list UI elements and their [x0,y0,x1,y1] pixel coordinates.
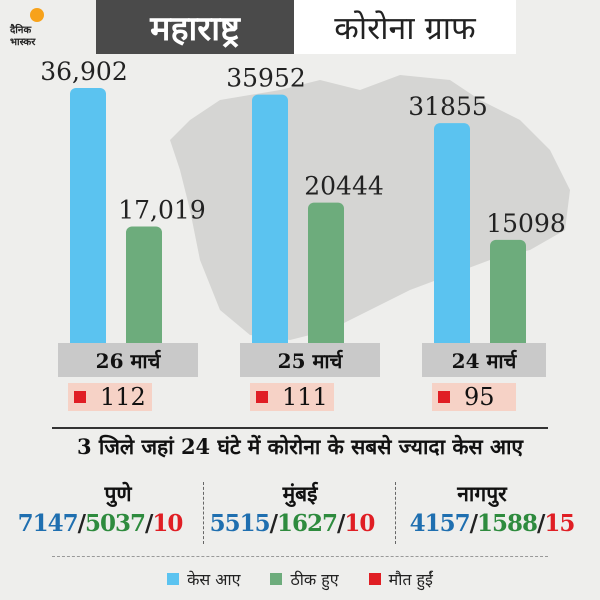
legend-label-cases: केस आए [187,570,241,589]
district-recovered-2: 1627 [276,510,338,537]
legend-label-recovered: ठीक हुए [290,570,339,589]
date-label-3: 24 मार्च [422,343,546,377]
legend-item-cases: केस आए [167,566,240,592]
bar-label-cases-1: 36,902 [40,57,127,86]
legend-swatch-recovered [270,573,283,585]
district-name-3: नागपुर [457,482,507,506]
bar-recovered-3 [490,239,526,351]
district-name-1: पुणे [104,482,132,506]
bar-recovered-1 [126,226,162,351]
stat-separator: / [145,510,153,537]
bar-label-cases-2: 35952 [226,64,306,93]
brand-logo: दैनिक भास्कर [10,8,50,50]
district-cases-1: 7147 [17,510,79,537]
bar-label-recovered-3: 15098 [486,209,566,238]
stat-separator: / [469,510,478,537]
sun-icon [30,8,44,22]
district-stats-3: 4157/1588/15 [392,510,592,537]
stat-separator: / [269,510,278,537]
legend-divider [52,556,548,557]
deaths-value-2: 111 [282,383,328,411]
date-label-2: 25 मार्च [240,343,380,377]
district-recovered-1: 5037 [84,510,146,537]
deaths-value-1: 112 [100,383,146,411]
stat-separator: / [337,510,345,537]
district-deaths-2: 10 [344,510,375,537]
legend-item-deaths: मौत हुईं [368,566,433,592]
district-stats-1: 7147/5037/10 [0,510,200,537]
stat-separator: / [537,510,545,537]
stat-separator: / [77,510,86,537]
death-square-icon [438,391,450,403]
bar-cases-2 [252,94,288,351]
death-square-icon [74,391,86,403]
bar-recovered-2 [308,202,344,351]
bar-label-cases-3: 31855 [408,92,488,121]
district-deaths-1: 10 [152,510,183,537]
district-deaths-3: 15 [544,510,575,537]
bar-cases-1 [70,88,106,351]
section-divider [52,427,548,429]
district-name-2: मुंबई [282,482,318,506]
legend: केस आए ठीक हुए मौत हुईं [0,566,600,592]
brand-line2: भास्कर [10,37,36,48]
bar-cases-3 [434,123,470,351]
header-title-state: महाराष्ट्र [96,0,294,54]
bar-label-recovered-2: 20444 [304,172,384,201]
deaths-box-2: 111 [250,383,334,411]
legend-swatch-cases [167,573,180,585]
districts-title: 3 जिले जहां 24 घंटे में कोरोना के सबसे ज… [76,434,524,459]
legend-swatch-deaths [368,573,381,585]
deaths-value-3: 95 [464,383,495,411]
brand-line1: दैनिक [10,25,32,36]
district-recovered-3: 1588 [476,510,538,537]
deaths-box-3: 95 [432,383,516,411]
column-divider [203,482,204,544]
legend-label-deaths: मौत हुईं [388,570,433,589]
legend-item-recovered: ठीक हुए [270,566,339,592]
district-cases-3: 4157 [409,510,471,537]
district-cases-2: 5515 [209,510,271,537]
header-title-graph: कोरोना ग्राफ [294,0,516,54]
bar-chart: 36,902 17,019 35952 20444 31855 15098 [40,57,566,351]
deaths-box-1: 112 [68,383,152,411]
district-stats-2: 5515/1627/10 [192,510,392,537]
column-divider [395,482,396,544]
death-square-icon [256,391,268,403]
date-label-1: 26 मार्च [58,343,198,377]
bar-label-recovered-1: 17,019 [118,195,205,224]
